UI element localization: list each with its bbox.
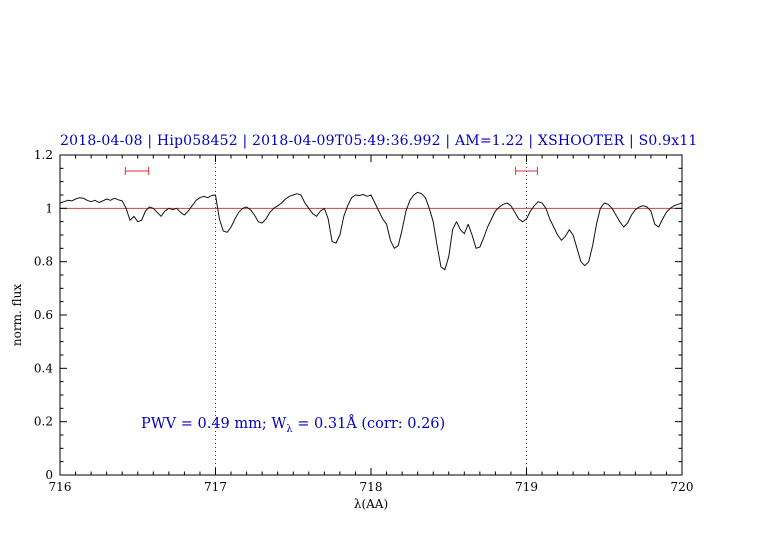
x-tick-label: 720 [671,480,694,494]
y-tick-label: 0.6 [34,308,53,322]
pwv-annotation-subscript: λ [286,423,293,435]
interval-markers [124,167,538,175]
y-tick-label: 0.2 [34,415,53,429]
y-tick-label: 0.4 [34,361,53,375]
x-tick-label: 717 [204,480,227,494]
x-tick-label: 718 [360,480,383,494]
axis-ticks [59,154,683,476]
y-tick-label: 1.2 [34,148,53,162]
pwv-annotation: PWV = 0.49 mm; Wλ = 0.31Å (corr: 0.26) [141,416,445,435]
y-axis-label: norm. flux [10,283,24,347]
x-tick-labels: 716 717 718 719 720 [49,480,694,494]
y-tick-label: 0 [45,468,53,482]
x-axis-label: λ(AA) [353,497,389,511]
x-tick-label: 719 [515,480,538,494]
x-tick-label: 716 [49,480,72,494]
pwv-annotation-suffix: = 0.31Å (corr: 0.26) [292,416,446,432]
y-tick-label: 0.8 [34,255,53,269]
wavelength-guide-lines [215,155,527,475]
y-tick-label: 1 [45,201,53,215]
y-tick-labels: 0 0.2 0.4 0.6 0.8 1 1.2 [34,148,53,482]
pwv-annotation-prefix: PWV = 0.49 mm; W [141,416,287,432]
spectrum-line [59,191,683,271]
plot-title: 2018-04-08 | Hip058452 | 2018-04-09T05:4… [60,133,698,149]
